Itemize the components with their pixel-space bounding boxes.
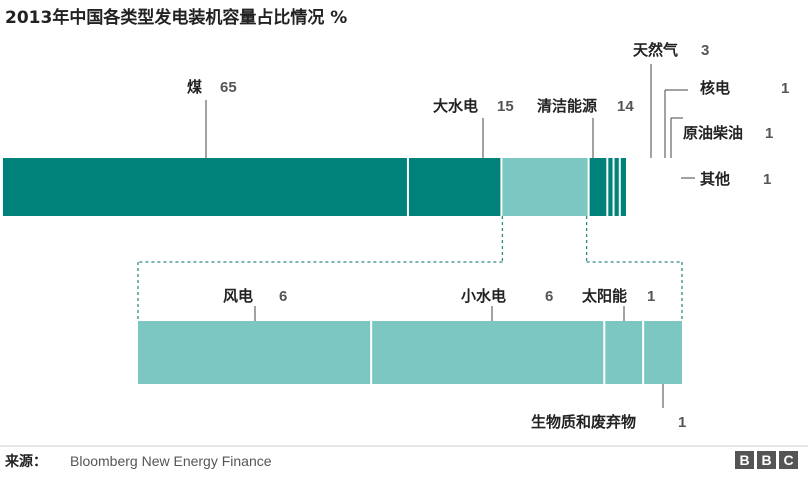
main-value-0: 65 <box>220 79 237 96</box>
main-value-5: 1 <box>765 125 773 142</box>
main-leaders <box>205 64 695 179</box>
breakdown-value-3: 1 <box>678 414 686 431</box>
main-bar-segment-1 <box>407 158 502 216</box>
main-label-0: 煤 <box>187 78 202 96</box>
bbc-logo-box-1 <box>735 451 754 469</box>
breakdown-connector <box>137 216 683 321</box>
main-bar-segment-6 <box>619 158 626 216</box>
main-value-3: 3 <box>701 42 709 59</box>
breakdown-value-2: 1 <box>647 288 655 305</box>
bbc-logo-letter-3: C <box>783 452 793 468</box>
bbc-logo-box-2 <box>757 451 776 469</box>
breakdown-bar-segment-2 <box>604 321 644 384</box>
breakdown-label-2: 太阳能 <box>582 287 627 305</box>
main-bar-segment-5 <box>613 158 620 216</box>
main-label-5: 原油柴油 <box>683 124 743 142</box>
source-label: 来源： <box>4 453 47 470</box>
main-label-2: 清洁能源 <box>537 97 597 115</box>
breakdown-bar <box>138 321 682 384</box>
breakdown-leaders <box>254 306 664 408</box>
main-value-1: 15 <box>497 98 514 115</box>
main-value-2: 14 <box>617 98 634 115</box>
main-bar-segment-2 <box>501 158 589 216</box>
breakdown-value-1: 6 <box>545 288 553 305</box>
breakdown-bar-segment-1 <box>371 321 605 384</box>
bbc-logo-box-3 <box>779 451 798 469</box>
main-label-6: 其他 <box>700 170 730 188</box>
chart-title: 2013年中国各类型发电装机容量占比情况 % <box>5 7 347 28</box>
breakdown-label-1: 小水电 <box>461 287 506 305</box>
main-labels: 煤 65 大水电 15 清洁能源 14 天然气 3 核电 1 原油柴油 1 其他 1 <box>187 41 789 188</box>
breakdown-bar-segment-0 <box>138 321 372 384</box>
main-bar-segment-4 <box>607 158 614 216</box>
main-bar-segment-3 <box>588 158 608 216</box>
bbc-logo-letter-2: B <box>761 452 771 468</box>
bbc-logo: B B C <box>735 451 798 469</box>
main-bar <box>3 158 626 216</box>
main-label-1: 大水电 <box>433 97 478 115</box>
main-value-4: 1 <box>781 80 789 97</box>
breakdown-value-0: 6 <box>279 288 287 305</box>
main-bar-segment-0 <box>3 158 408 216</box>
source-text: Bloomberg New Energy Finance <box>70 453 272 469</box>
breakdown-label-3: 生物质和废弃物 <box>531 413 636 431</box>
main-label-4: 核电 <box>700 79 730 97</box>
main-label-3: 天然气 <box>633 41 678 59</box>
breakdown-bar-segment-3 <box>643 321 682 384</box>
breakdown-label-0: 风电 <box>223 287 253 305</box>
main-value-6: 1 <box>763 171 771 188</box>
breakdown-labels: 风电 6 小水电 6 太阳能 1 生物质和废弃物 1 <box>223 287 686 431</box>
bbc-logo-letter-1: B <box>739 452 749 468</box>
